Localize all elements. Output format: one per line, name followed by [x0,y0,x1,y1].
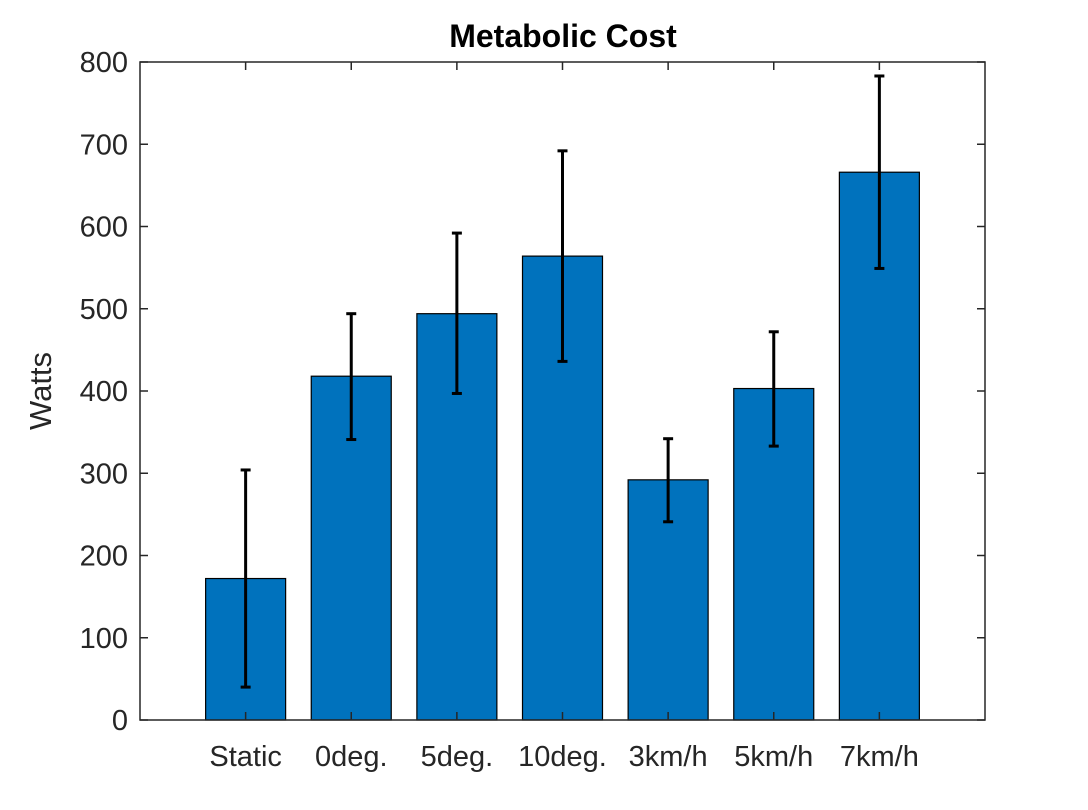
y-tick-label: 700 [80,129,128,161]
x-tick-label: Static [209,741,282,773]
error-bar [240,468,251,689]
error-bar [874,74,885,270]
x-tick-label-group: Static 0deg. 5deg. 10deg. 3km/h 5km/h 7km/h [209,741,919,773]
error-bar [768,330,779,448]
y-tick-label: 0 [112,705,128,737]
y-tick-label: 500 [80,294,128,326]
error-bar [346,312,357,442]
x-tick-label: 5km/h [734,741,813,773]
x-tick-label: 7km/h [840,741,919,773]
y-axis-label: Watts [23,352,58,430]
y-tick-label: 200 [80,541,128,573]
y-tick-label: 800 [80,47,128,79]
chart-title: Metabolic Cost [449,18,677,54]
y-tick-label: 100 [80,623,128,655]
x-tick-label: 5deg. [421,741,494,773]
error-bar-group [240,74,885,689]
x-tick-label: 3km/h [629,741,708,773]
y-tick-label: 400 [80,376,128,408]
y-tick-label: 300 [80,458,128,490]
plot-frame [139,61,986,721]
error-bar [557,149,568,363]
x-tick-label: 0deg. [315,741,388,773]
error-bar [451,231,462,395]
x-tick-label: 10deg. [518,741,607,773]
y-tick-label: 600 [80,212,128,244]
y-tick-label-group: 0 100 200 300 400 500 600 700 800 [80,47,128,737]
error-bar [663,437,674,524]
